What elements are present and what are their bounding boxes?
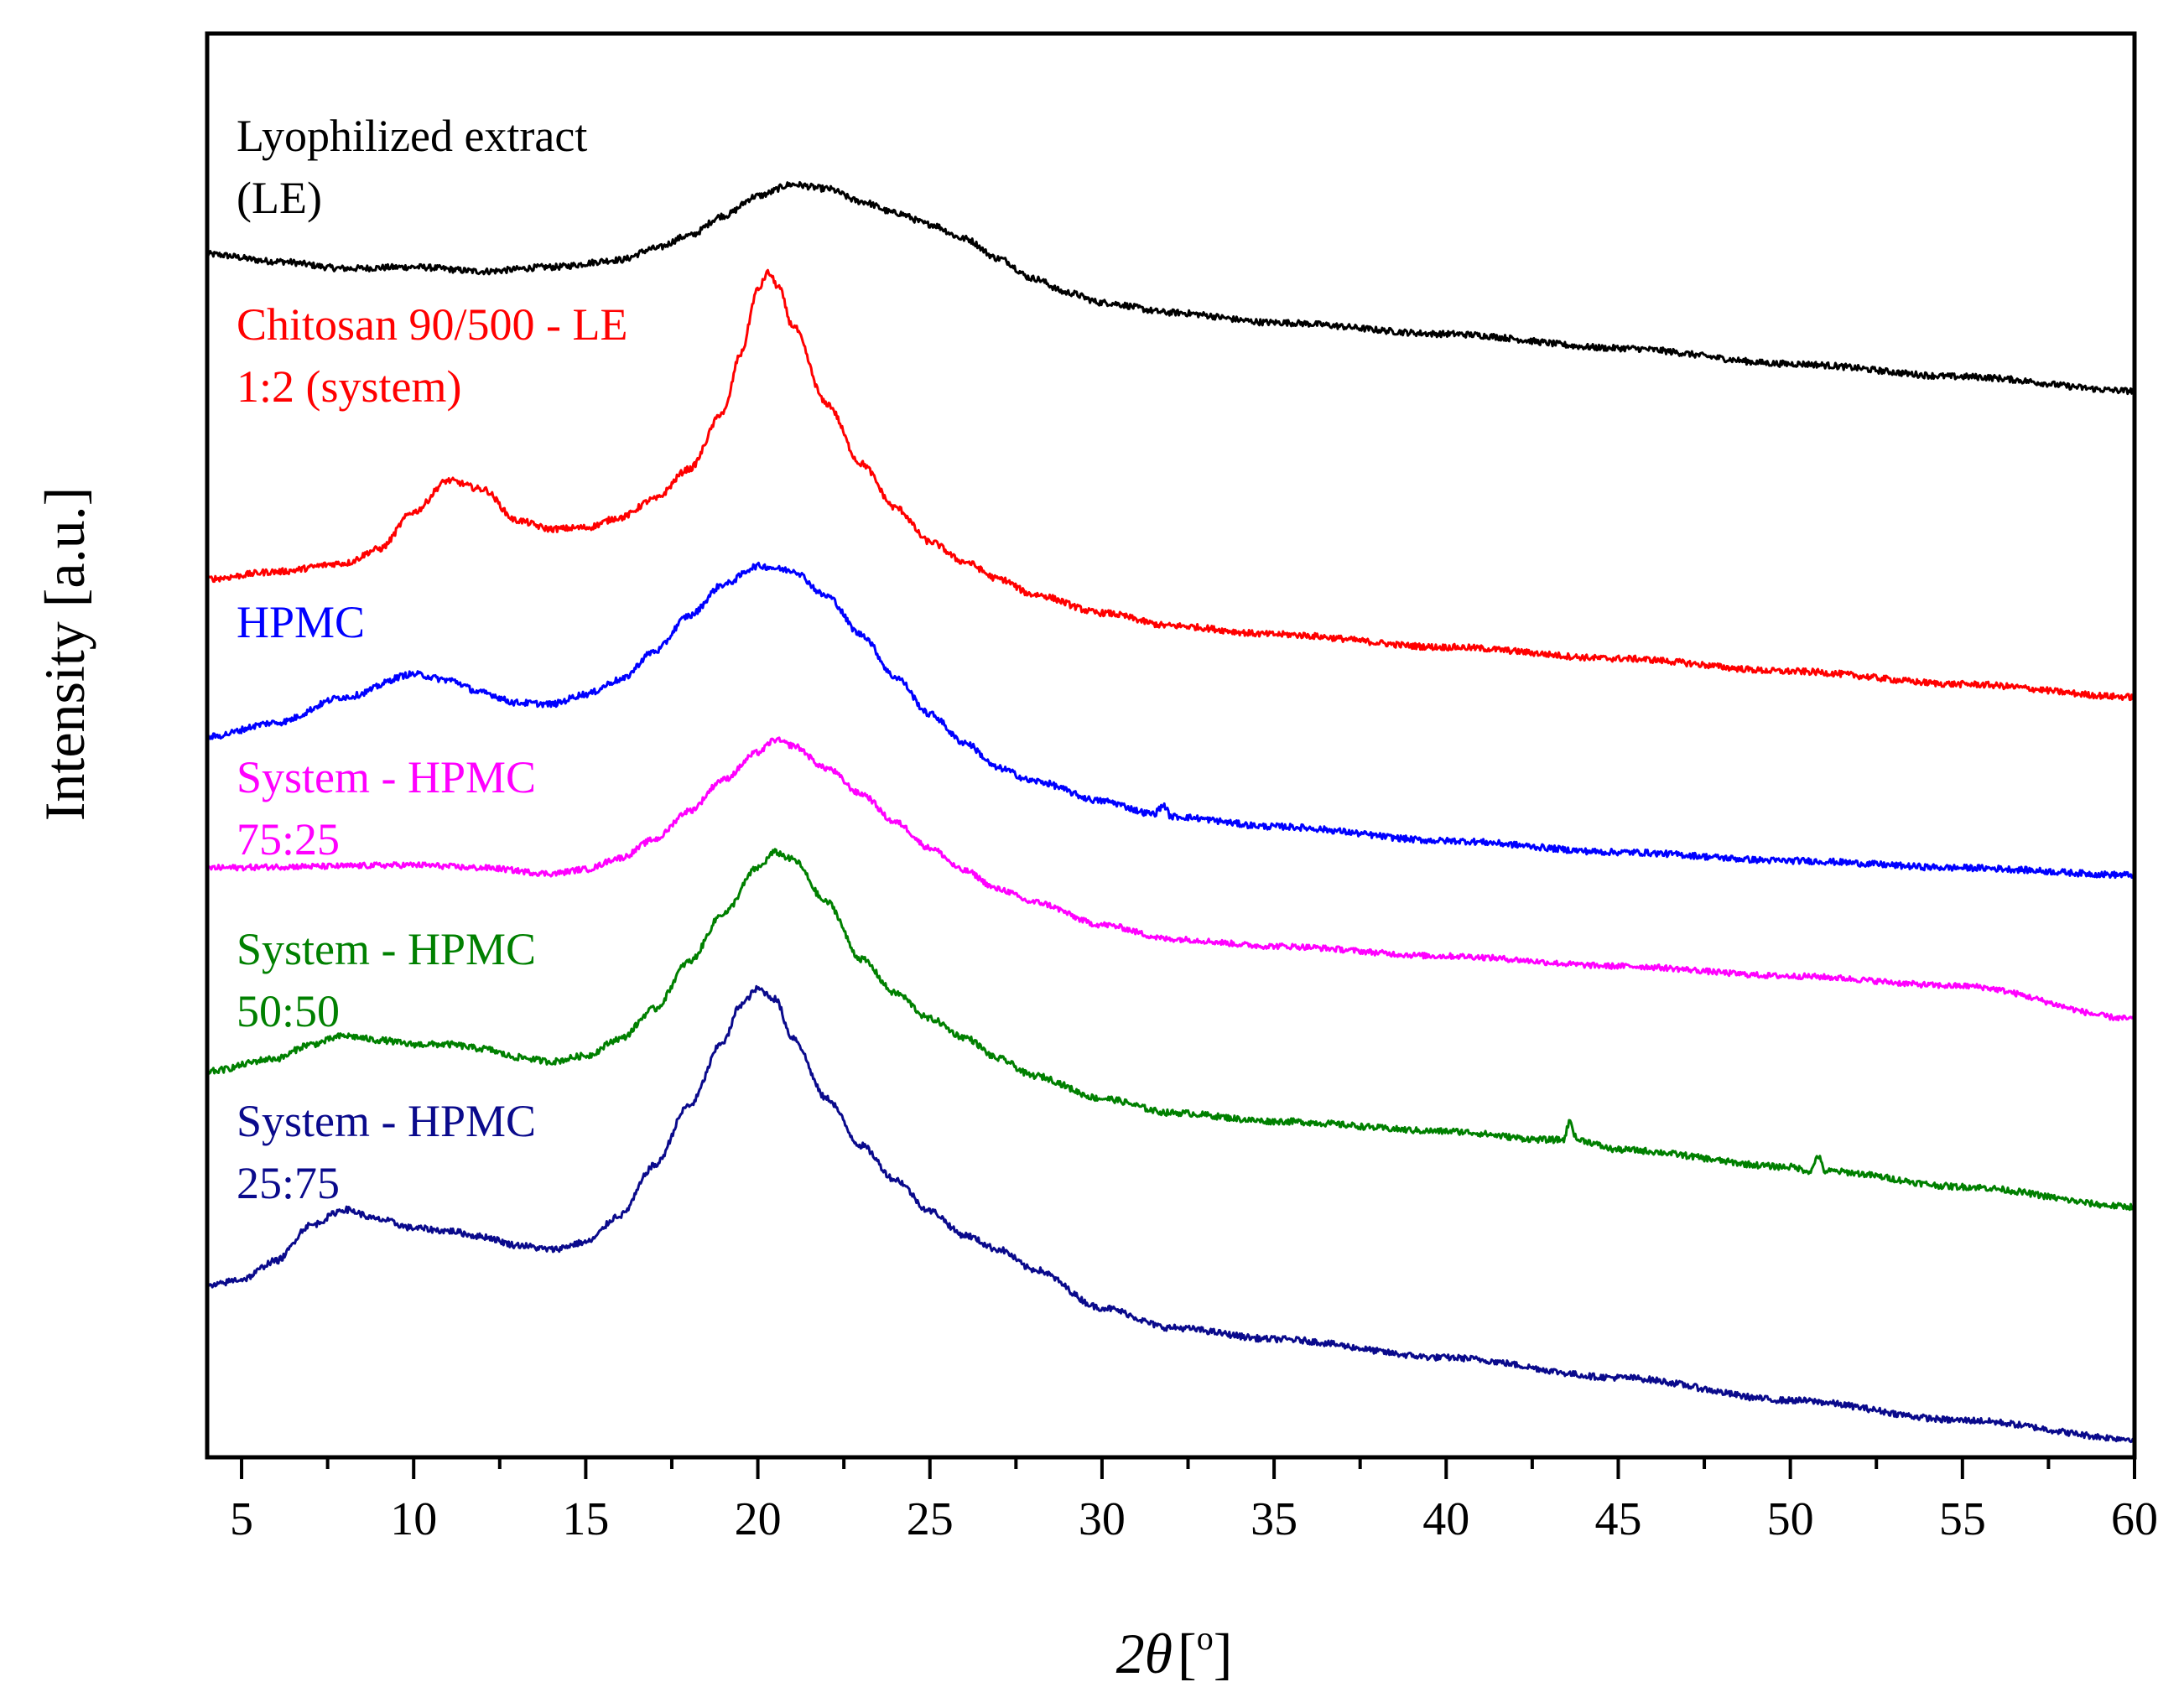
series-label-6-line-1: System - HPMC (237, 1096, 536, 1146)
x-tick-label: 30 (1079, 1493, 1126, 1545)
x-axis-tick-labels: 5 10 15 20 25 30 35 40 45 50 55 60 (230, 1493, 2158, 1545)
x-axis-label-unit: o (1197, 1619, 1214, 1657)
series-label-5-line-1: System - HPMC (237, 924, 536, 974)
series-label-2-line-1: Chitosan 90/500 - LE (237, 299, 627, 350)
y-axis-label: Intensity [a.u.] (33, 487, 96, 821)
x-tick-label: 40 (1422, 1493, 1469, 1545)
series-label-4-line-2: 75:25 (237, 814, 340, 864)
series-line-3 (206, 561, 2135, 880)
x-tick-label: 35 (1251, 1493, 1297, 1545)
series-line-5 (205, 848, 2135, 1212)
x-tick-label: 10 (390, 1493, 437, 1545)
x-axis-label-variable: 2θ (1116, 1622, 1173, 1685)
series-label-2-line-2: 1:2 (system) (237, 361, 461, 412)
x-axis-label: 2θ[o] (1116, 1619, 1233, 1685)
series-line-6 (205, 984, 2135, 1444)
x-axis-ticks (240, 1457, 2136, 1479)
plot-frame (205, 31, 2137, 1460)
x-tick-label: 20 (735, 1493, 782, 1545)
x-axis-label-bracket-close: ] (1214, 1622, 1233, 1685)
x-tick-label: 5 (230, 1493, 253, 1545)
x-tick-label: 55 (1939, 1493, 1986, 1545)
series-label-1-line-2: (LE) (237, 173, 322, 223)
x-tick-label: 15 (562, 1493, 609, 1545)
series-group (205, 180, 2135, 1444)
series-line-1 (205, 180, 2135, 396)
x-tick-label: 25 (907, 1493, 954, 1545)
series-line-4 (205, 736, 2135, 1022)
series-label-4-line-1: System - HPMC (237, 752, 536, 802)
x-tick-label: 60 (2111, 1493, 2158, 1545)
x-tick-label: 45 (1594, 1493, 1641, 1545)
series-label-5-line-2: 50:50 (237, 986, 340, 1036)
series-label-1-line-1: Lyophilized extract (237, 111, 587, 161)
series-line-2 (205, 268, 2135, 702)
series-label-3-line-1: HPMC (237, 597, 365, 647)
series-label-6-line-2: 25:75 (237, 1158, 340, 1208)
series-labels: Lyophilized extract (LE) Chitosan 90/500 -… (237, 111, 627, 1208)
x-axis-label-bracket-open: [ (1178, 1622, 1197, 1685)
x-tick-label: 50 (1767, 1493, 1814, 1545)
